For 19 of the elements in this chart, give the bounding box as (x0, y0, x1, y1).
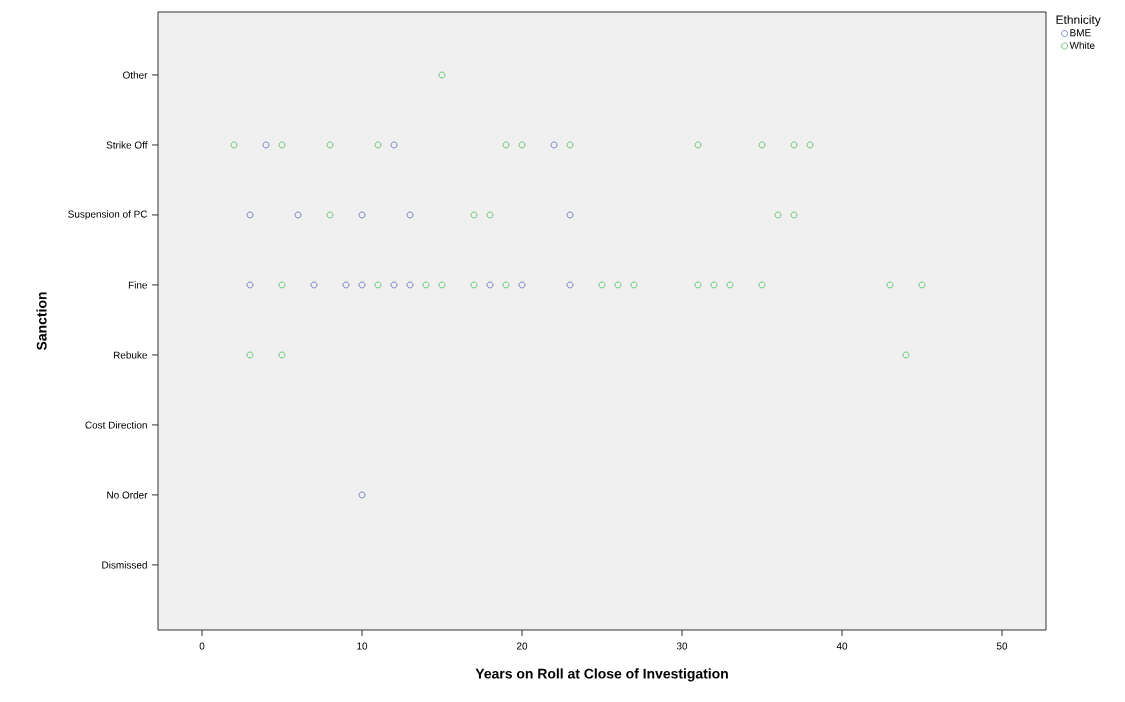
y-tick-label: Strike Off (106, 141, 148, 149)
x-tick-label: 50 (996, 642, 1008, 650)
x-tick-label: 20 (516, 642, 528, 650)
x-tick-label: 40 (836, 642, 848, 650)
y-axis-title: Sanction (36, 292, 47, 351)
y-tick-label: Rebuke (113, 351, 148, 359)
legend-label: White (1069, 41, 1095, 49)
y-tick-label: Suspension of PC (68, 210, 148, 220)
y-tick-label: Cost Direction (85, 421, 147, 429)
y-tick-label: No Order (107, 491, 148, 499)
y-tick-label: Dismissed (102, 561, 147, 569)
x-tick-label: 0 (199, 642, 205, 650)
x-axis-title: Years on Roll at Close of Investigation (475, 668, 728, 682)
x-tick-label: 10 (357, 642, 368, 650)
y-tick-label: Fine (128, 281, 148, 289)
y-tick-label: Other (123, 71, 148, 79)
legend-title: Ethnicity (1056, 15, 1101, 27)
legend-label: BME (1070, 29, 1091, 37)
x-tick-label: 30 (676, 642, 688, 650)
